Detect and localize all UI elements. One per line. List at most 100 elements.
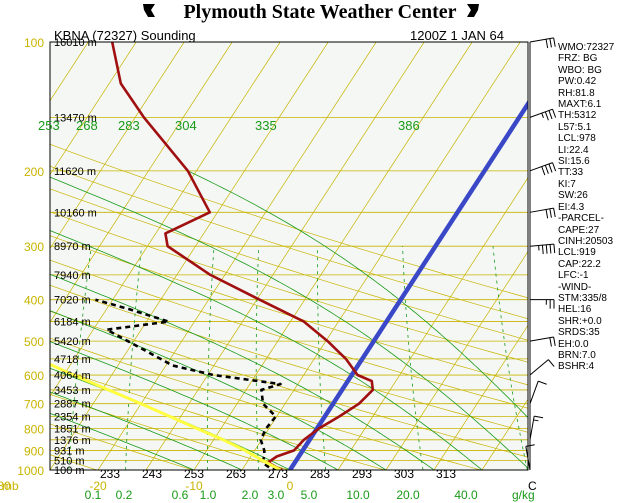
- height-tick-label: 4718 m: [54, 354, 91, 366]
- sounding-index-row: LCL:919: [558, 247, 596, 259]
- wind-barb-flag: [525, 444, 535, 447]
- sounding-index-row: RH:81.8: [558, 87, 595, 99]
- wind-barb-icon: [529, 243, 556, 255]
- sounding-index-row: EI:4.3: [558, 201, 585, 213]
- wind-barb-icon: [525, 444, 535, 471]
- sounding-index-row: BRN:7.0: [558, 349, 596, 361]
- wind-barb-flag: [545, 39, 549, 49]
- dry-adiabat-line: [50, 310, 528, 458]
- pressure-tick-label: 300: [24, 240, 44, 254]
- isotherm-line: [50, 42, 137, 176]
- dry-adiabat-line: [50, 284, 528, 433]
- pressure-tick-label: 200: [24, 165, 44, 179]
- theta-bottom-label: 243: [142, 467, 162, 481]
- dry-adiabat-line: [50, 235, 528, 386]
- sounding-index-row: CAP:22.2: [558, 258, 601, 270]
- pressure-tick-label: 100: [24, 36, 44, 50]
- pressure-tick-label: 1000: [17, 464, 44, 478]
- wind-barb-flag: [541, 245, 544, 255]
- height-tick-label: 1851 m: [54, 424, 91, 436]
- height-tick-label: 13470 m: [54, 112, 97, 124]
- isotherm-line: [241, 42, 521, 470]
- wind-barb-icon: [529, 108, 557, 121]
- plot-area: [0, 42, 528, 479]
- height-tick-label: 8970 m: [54, 241, 91, 253]
- wind-barb-icon: [529, 162, 557, 176]
- sounding-index-row: SW:26: [558, 190, 588, 202]
- wind-barb-icon: [529, 415, 544, 440]
- height-tick-label: 100 m: [54, 465, 85, 477]
- theta-bottom-label: 303: [394, 467, 414, 481]
- wind-barb-flag: [553, 37, 556, 47]
- wind-barb-flag: [549, 337, 552, 347]
- isotherm-line: [337, 177, 528, 470]
- height-tick-label: 6184 m: [54, 317, 91, 329]
- moist-adiabat-line: [187, 170, 528, 419]
- sounding-index-row: TT:33: [558, 167, 584, 179]
- sounding-index-row: TH:5312: [558, 110, 597, 122]
- dry-adiabat-line: [50, 423, 194, 470]
- sounding-index-row: WBO: BG: [558, 64, 602, 76]
- wind-barb-flag: [552, 162, 557, 172]
- mixing-ratio-line: [68, 246, 92, 470]
- wind-barb-flag: [544, 165, 549, 174]
- mixing-ratio-line: [402, 246, 424, 470]
- sounding-index-row: PW:0.42: [558, 76, 597, 88]
- wind-barb-flag: [549, 208, 552, 218]
- wind-barb-icon: [530, 299, 555, 309]
- height-tick-label: 16010 m: [54, 37, 97, 49]
- dry-adiabat-line: [50, 259, 528, 409]
- wind-barb-flag: [545, 244, 548, 254]
- isotherm-line: [193, 42, 473, 470]
- moist-adiabat-line: [50, 412, 195, 470]
- pressure-tick-label: 500: [24, 335, 44, 349]
- theta-top-label: 386: [398, 118, 420, 133]
- sounding-index-row: KI:7: [558, 178, 576, 190]
- sounding-index-row: SRDS:35: [558, 327, 600, 339]
- temperature-axis-label: C: [528, 479, 537, 493]
- wind-barb-flag: [541, 166, 546, 176]
- isotherm-line: [50, 42, 185, 250]
- sounding-index-row: LCL:978: [558, 133, 596, 145]
- sounding-index-row: CINH:20503: [558, 235, 614, 247]
- isotherm-line: [50, 42, 281, 397]
- wind-barb-flag: [548, 163, 553, 173]
- theta-top-label: 335: [255, 118, 277, 133]
- sounding-index-row: LFC:-1: [558, 270, 589, 282]
- sounding-index-row: CAPE:27: [558, 224, 600, 236]
- wind-barb-flag: [549, 244, 552, 254]
- wind-barb-flag: [548, 359, 555, 367]
- wind-barb-flag: [553, 244, 556, 254]
- wind-barb-staff: [529, 380, 539, 404]
- dry-adiabat-line: [0, 42, 27, 479]
- wind-barb-flag: [541, 112, 544, 118]
- height-tick-label: 4064 m: [54, 370, 91, 382]
- sounding-index-row: HEL:16: [558, 304, 592, 316]
- sounding-index-row: EH:0.0: [558, 338, 589, 350]
- wind-barb-staff: [529, 359, 549, 376]
- series-temperature-line: [110, 42, 375, 470]
- height-tick-label: 7020 m: [54, 295, 91, 307]
- theta-top-label: 253: [38, 118, 60, 133]
- wind-barb-flag: [538, 380, 547, 385]
- wind-barb-icon: [529, 359, 555, 376]
- wind-barb-flag: [534, 415, 544, 419]
- moist-adiabat-line: [50, 341, 339, 470]
- temperature-tick-label: -20: [89, 479, 107, 493]
- sounding-index-row: FRZ: BG: [558, 53, 598, 65]
- height-tick-label: 11620 m: [54, 166, 96, 178]
- theta-top-label: 268: [76, 118, 98, 133]
- sounding-index-row: MAXT:6.1: [558, 99, 602, 111]
- sounding-index-row: -WIND-: [558, 281, 592, 293]
- pressure-tick-label: 800: [24, 423, 44, 437]
- wind-barb-icon: [529, 336, 556, 347]
- plot-background: [50, 42, 528, 470]
- wind-barb-flag: [553, 336, 556, 346]
- mixing-ratio-line: [317, 246, 327, 470]
- mixing-ratio-tick-label: 1.0: [200, 488, 217, 502]
- temperature-tick-label: 0: [287, 479, 294, 493]
- wind-barb-flag: [553, 208, 556, 218]
- mixing-ratio-tick-label: 0.1: [85, 488, 102, 502]
- height-tick-label: 3453 m: [54, 385, 91, 397]
